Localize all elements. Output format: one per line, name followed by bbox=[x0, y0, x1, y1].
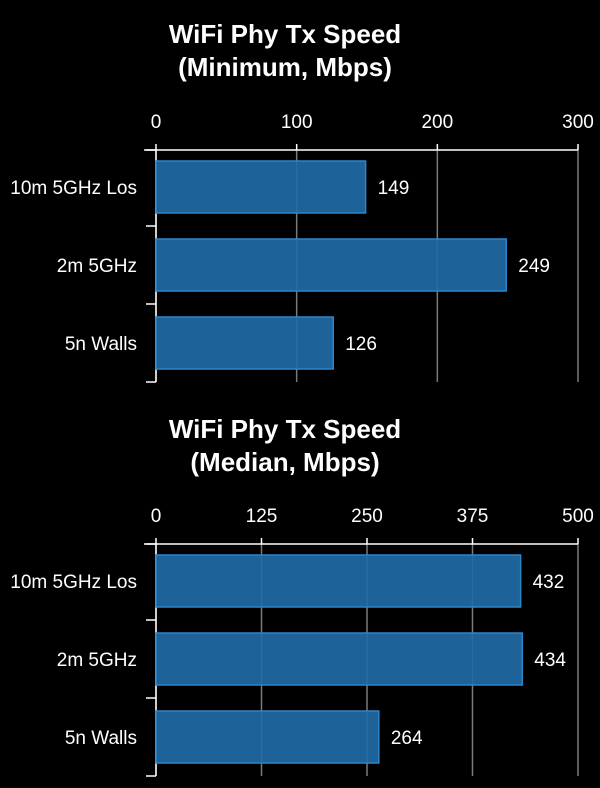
chart-title: WiFi Phy Tx Speed (Median, Mbps) bbox=[0, 413, 570, 479]
bar bbox=[155, 632, 524, 686]
chart-title: WiFi Phy Tx Speed (Minimum, Mbps) bbox=[0, 18, 570, 84]
chart-title-line-1: WiFi Phy Tx Speed bbox=[168, 414, 402, 444]
chart-title-line-1: WiFi Phy Tx Speed bbox=[168, 19, 402, 49]
category-label: 5n Walls bbox=[65, 728, 137, 749]
value-label: 432 bbox=[533, 572, 565, 593]
x-tick-label: 0 bbox=[151, 506, 162, 527]
category-label: 2m 5GHz bbox=[57, 650, 137, 671]
bar bbox=[155, 710, 380, 764]
category-label: 10m 5GHz Los bbox=[10, 572, 137, 593]
x-tick-label: 250 bbox=[351, 506, 383, 527]
bar bbox=[155, 160, 367, 214]
value-label: 434 bbox=[534, 650, 566, 671]
value-label: 149 bbox=[378, 178, 410, 199]
bar bbox=[155, 554, 522, 608]
bar-plot: 0 125 250 375 500 432 10m 5GHz Los 434 2m 5GHz 26… bbox=[10, 506, 594, 777]
chart-median: WiFi Phy Tx Speed (Median, Mbps) 0 125 250… bbox=[0, 394, 600, 788]
x-tick-label: 300 bbox=[562, 112, 594, 133]
value-label: 264 bbox=[391, 728, 423, 749]
x-tick-label: 200 bbox=[421, 112, 453, 133]
category-label: 2m 5GHz bbox=[57, 256, 137, 277]
bar bbox=[155, 238, 508, 292]
category-label: 10m 5GHz Los bbox=[10, 178, 137, 199]
bar bbox=[155, 316, 334, 370]
x-tick-label: 100 bbox=[281, 112, 313, 133]
x-tick-label: 125 bbox=[246, 506, 278, 527]
chart-title-line-2: (Minimum, Mbps) bbox=[178, 52, 392, 82]
category-label: 5n Walls bbox=[65, 334, 137, 355]
value-label: 126 bbox=[345, 334, 377, 355]
x-tick-label: 375 bbox=[457, 506, 489, 527]
x-tick-label: 500 bbox=[562, 506, 594, 527]
x-tick-label: 0 bbox=[151, 112, 162, 133]
bar-plot: 0 100 200 300 149 10m 5GHz Los 249 2m 5GHz 126 5n… bbox=[10, 112, 594, 383]
chart-title-line-2: (Median, Mbps) bbox=[190, 447, 380, 477]
value-label: 249 bbox=[518, 256, 550, 277]
chart-minimum: WiFi Phy Tx Speed (Minimum, Mbps) 0 100 20… bbox=[0, 18, 594, 383]
